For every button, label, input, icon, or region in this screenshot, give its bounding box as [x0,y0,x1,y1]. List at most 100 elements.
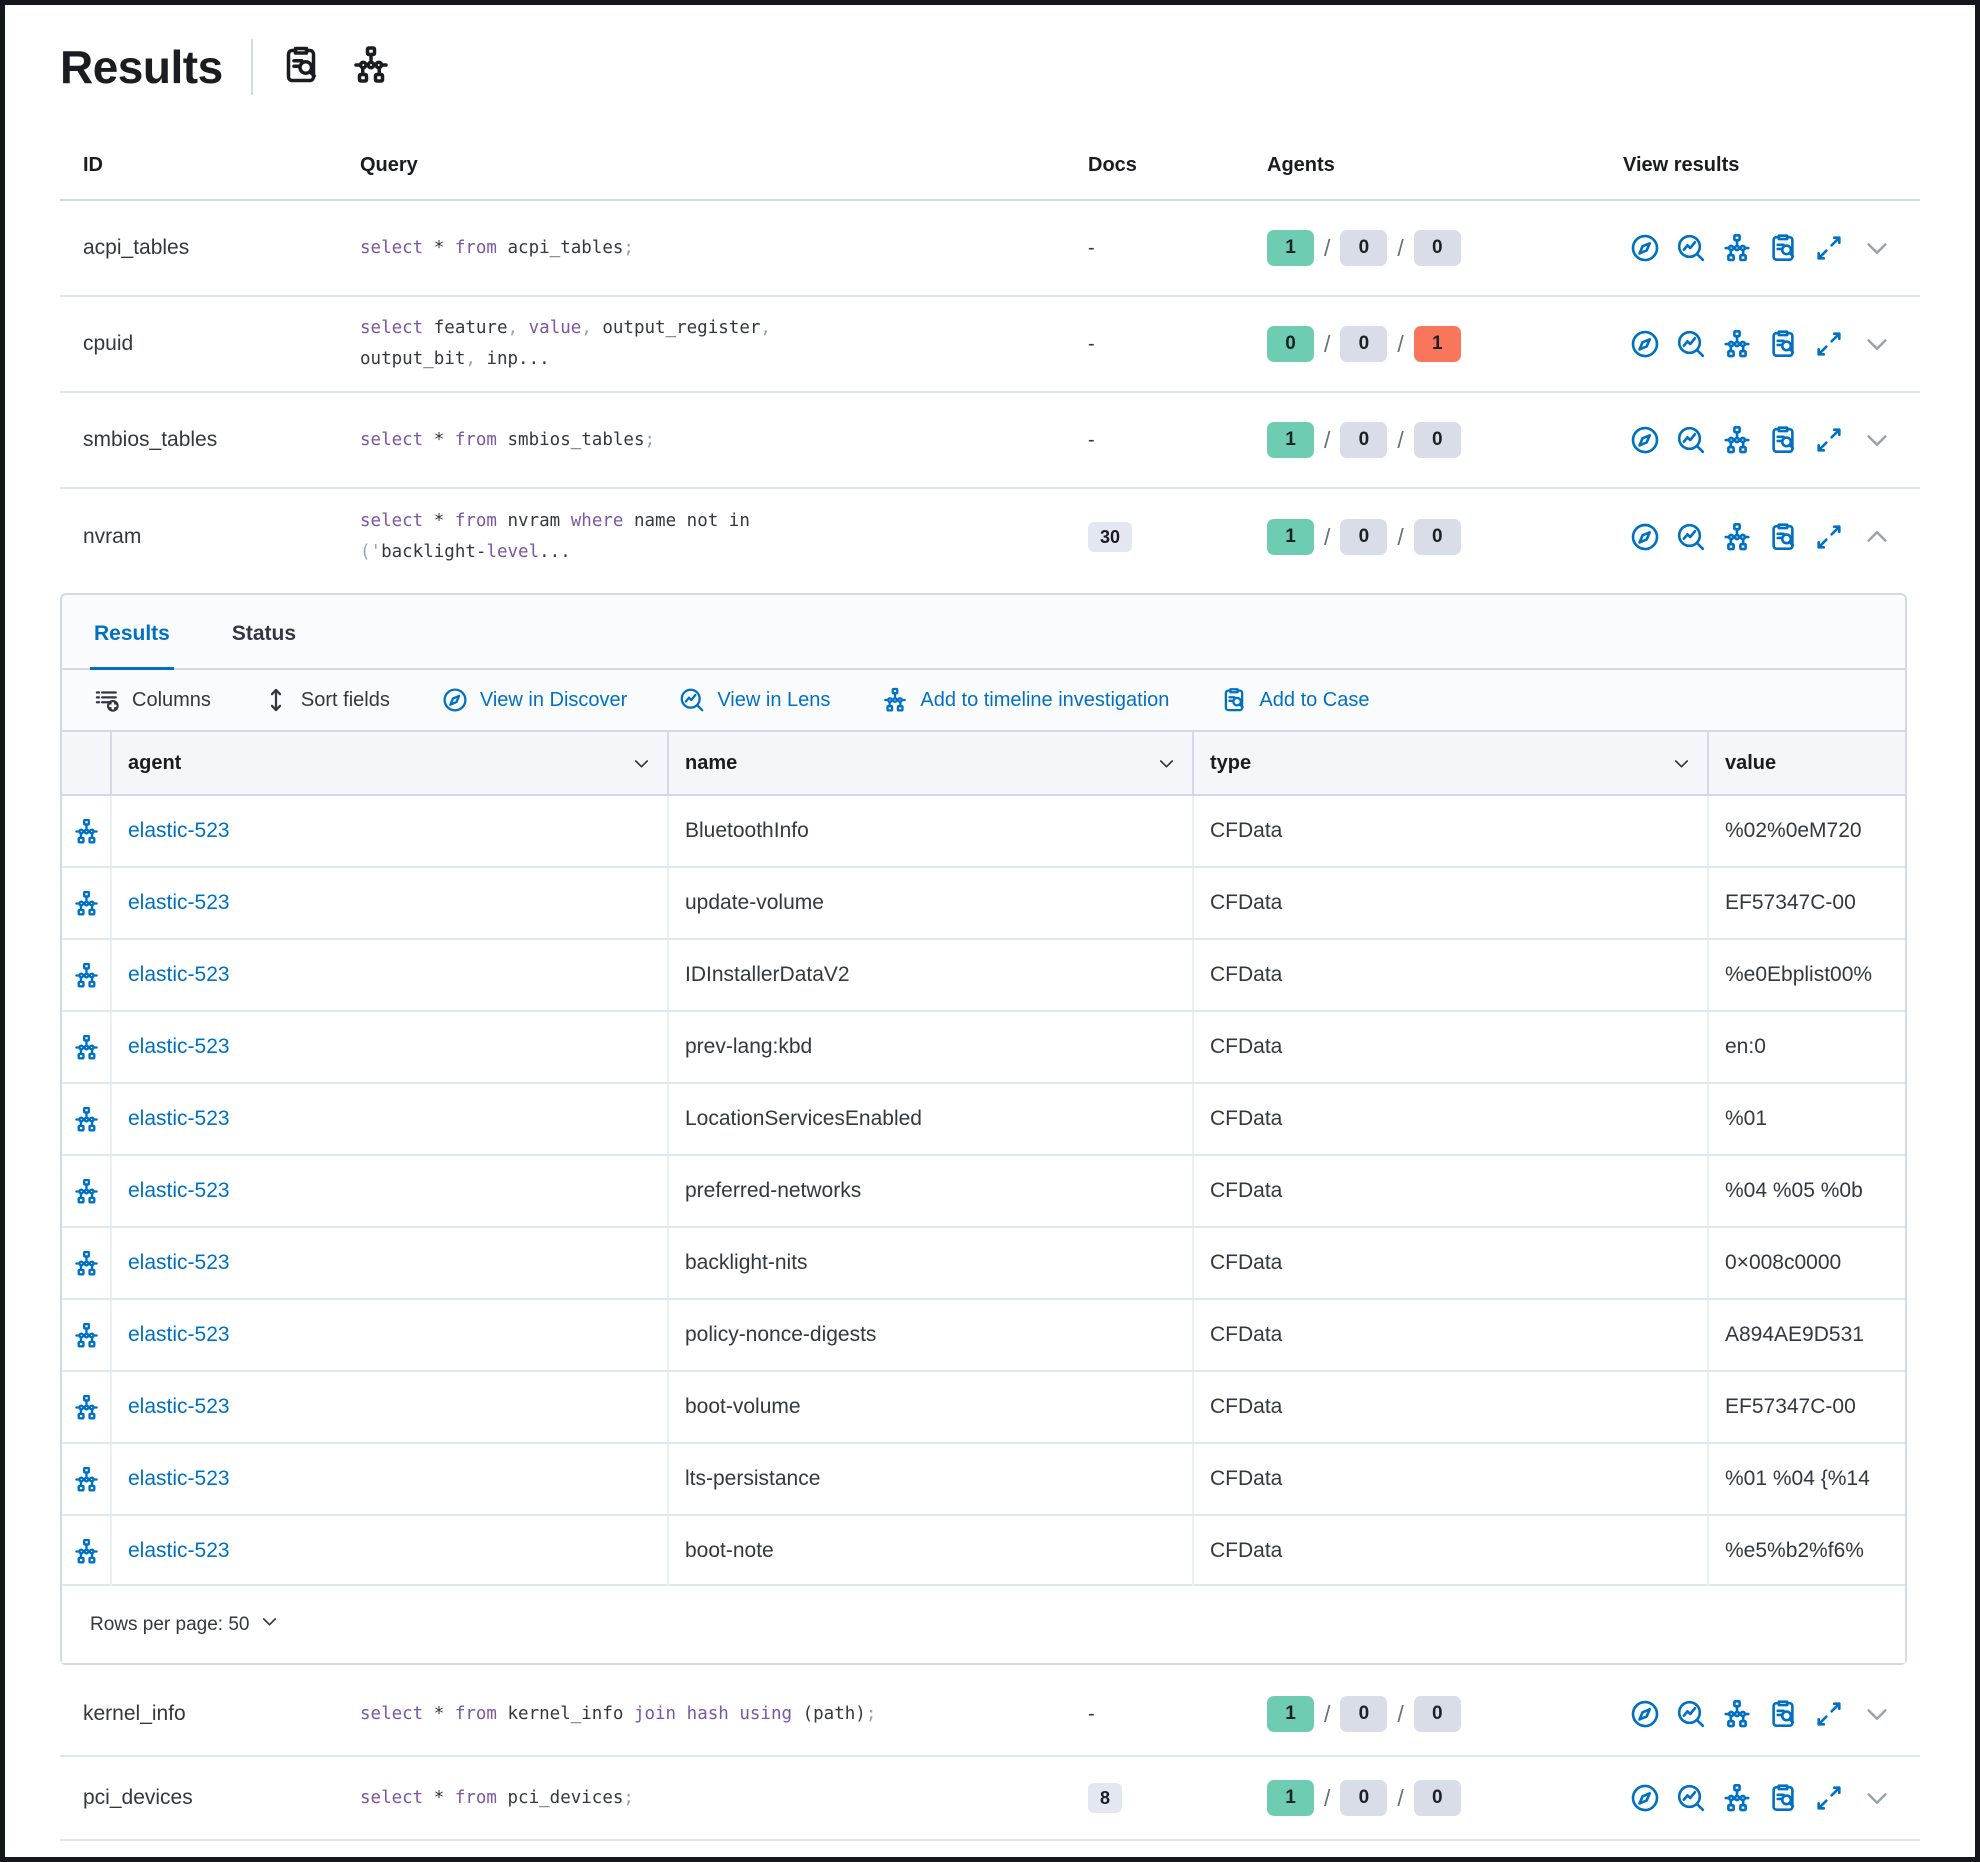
agent-link[interactable]: elastic-523 [128,1035,230,1058]
tab-status[interactable]: Status [231,622,297,645]
view-in-discover-icon[interactable] [1630,233,1660,263]
agent-link[interactable]: elastic-523 [128,963,230,986]
rows-per-page-button[interactable]: Rows per page: 50 [62,1584,1905,1663]
expand-results-icon[interactable] [1814,329,1844,359]
chevron-down-icon[interactable] [632,754,651,773]
agent-cell: elastic-523 [110,1156,667,1226]
view-in-discover-button[interactable]: View in Discover [442,687,627,713]
agent-link[interactable]: elastic-523 [128,1323,230,1346]
add-to-timeline-icon[interactable] [1722,425,1752,455]
column-header-label: agent [128,751,182,774]
sort-fields-button[interactable]: Sort fields [263,687,390,713]
tab-results[interactable]: Results [90,595,174,670]
view-in-discover-icon[interactable] [1630,522,1660,552]
expand-results-icon[interactable] [1814,1783,1844,1813]
column-header-name[interactable]: name [667,732,1192,794]
agent-link[interactable]: elastic-523 [128,891,230,914]
view-in-lens-button[interactable]: View in Lens [679,687,830,713]
query-cell: select * from acpi_tables; [360,233,1080,264]
column-header-type[interactable]: type [1192,732,1707,794]
view-in-lens-icon[interactable] [1676,1783,1706,1813]
add-to-timeline-button[interactable]: Add to timeline investigation [882,687,1169,713]
query-row: pci_devices select * from pci_devices; 8 1 /… [60,1757,1920,1841]
add-to-timeline-icon[interactable] [1722,1783,1752,1813]
timeline-icon[interactable] [73,890,100,917]
agents-cell: 1 / 0 / 0 [1245,1780,1600,1816]
agent-link[interactable]: elastic-523 [128,1251,230,1274]
results-panel: Results Status Columns Sort fields View in… [60,593,1907,1665]
agent-link[interactable]: elastic-523 [128,1179,230,1202]
agent-link[interactable]: elastic-523 [128,1467,230,1490]
agent-link[interactable]: elastic-523 [128,819,230,842]
expand-results-icon[interactable] [1814,522,1844,552]
add-to-case-icon[interactable] [1768,522,1798,552]
column-header-agents: Agents [1267,153,1335,176]
timeline-icon[interactable] [73,1106,100,1133]
add-to-timeline-icon[interactable] [1722,329,1752,359]
query-row: smbios_tables select * from smbios_tables… [60,393,1920,489]
expand-row-chevron-icon[interactable] [1863,426,1891,454]
view-in-discover-icon[interactable] [1630,1783,1660,1813]
expand-results-icon[interactable] [1814,233,1844,263]
chevron-down-icon[interactable] [1672,754,1691,773]
agents-cell: 0 / 0 / 1 [1245,326,1600,362]
expand-row-chevron-icon[interactable] [1863,234,1891,262]
timeline-button[interactable] [351,45,391,90]
add-to-timeline-icon[interactable] [1722,1699,1752,1729]
chevron-down-icon [262,1618,276,1626]
chevron-down-icon[interactable] [1157,754,1176,773]
timeline-icon[interactable] [73,818,100,845]
timeline-icon[interactable] [351,45,391,85]
query-id: kernel_info [83,1702,186,1725]
view-in-lens-icon[interactable] [1676,522,1706,552]
add-to-case-button[interactable]: Add to Case [1221,687,1370,713]
expand-row-chevron-icon[interactable] [1863,330,1891,358]
timeline-icon[interactable] [73,1394,100,1421]
view-in-lens-icon[interactable] [1676,329,1706,359]
collapse-row-chevron-icon[interactable] [1863,523,1891,551]
columns-button[interactable]: Columns [94,687,211,713]
agent-link[interactable]: elastic-523 [128,1107,230,1130]
add-to-case-icon[interactable] [1768,329,1798,359]
view-in-lens-icon[interactable] [1676,233,1706,263]
expand-row-chevron-icon[interactable] [1863,1784,1891,1812]
timeline-icon[interactable] [73,1250,100,1277]
inspect-button[interactable] [281,45,321,90]
agents-cell: 1 / 0 / 0 [1245,230,1600,266]
add-to-case-icon[interactable] [1768,1783,1798,1813]
slash-separator: / [1324,426,1331,453]
view-in-discover-icon[interactable] [1630,425,1660,455]
timeline-icon[interactable] [73,1178,100,1205]
add-to-timeline-icon[interactable] [1722,522,1752,552]
add-to-case-icon[interactable] [1768,425,1798,455]
timeline-icon[interactable] [73,1466,100,1493]
expand-results-icon[interactable] [1814,1699,1844,1729]
timeline-icon[interactable] [73,1322,100,1349]
agent-count-badge-neutral: 0 [1340,230,1388,266]
docs-count-badge: 30 [1088,521,1133,552]
slash-separator: / [1397,330,1404,357]
column-header-agent[interactable]: agent [110,732,667,794]
add-to-case-icon[interactable] [1768,1699,1798,1729]
timeline-icon[interactable] [73,1034,100,1061]
view-in-lens-icon[interactable] [1676,1699,1706,1729]
agents-cell: 1 / 0 / 0 [1245,1696,1600,1732]
agent-link[interactable]: elastic-523 [128,1539,230,1562]
expand-results-icon[interactable] [1814,425,1844,455]
name-cell: policy-nonce-digests [667,1300,1192,1370]
agent-link[interactable]: elastic-523 [128,1395,230,1418]
query-cell: select feature, value, output_register, … [360,313,1080,374]
view-in-discover-icon[interactable] [1630,1699,1660,1729]
add-to-case-icon[interactable] [1768,233,1798,263]
docs-value: - [1088,428,1095,451]
row-timeline-cell [62,1444,110,1514]
expand-row-chevron-icon[interactable] [1863,1700,1891,1728]
inspect-icon[interactable] [281,45,321,85]
value-cell: en:0 [1707,1012,1905,1082]
timeline-icon[interactable] [73,1538,100,1565]
view-in-lens-icon[interactable] [1676,425,1706,455]
value-cell: %e5%b2%f6% [1707,1516,1905,1586]
timeline-icon[interactable] [73,962,100,989]
view-in-discover-icon[interactable] [1630,329,1660,359]
add-to-timeline-icon[interactable] [1722,233,1752,263]
